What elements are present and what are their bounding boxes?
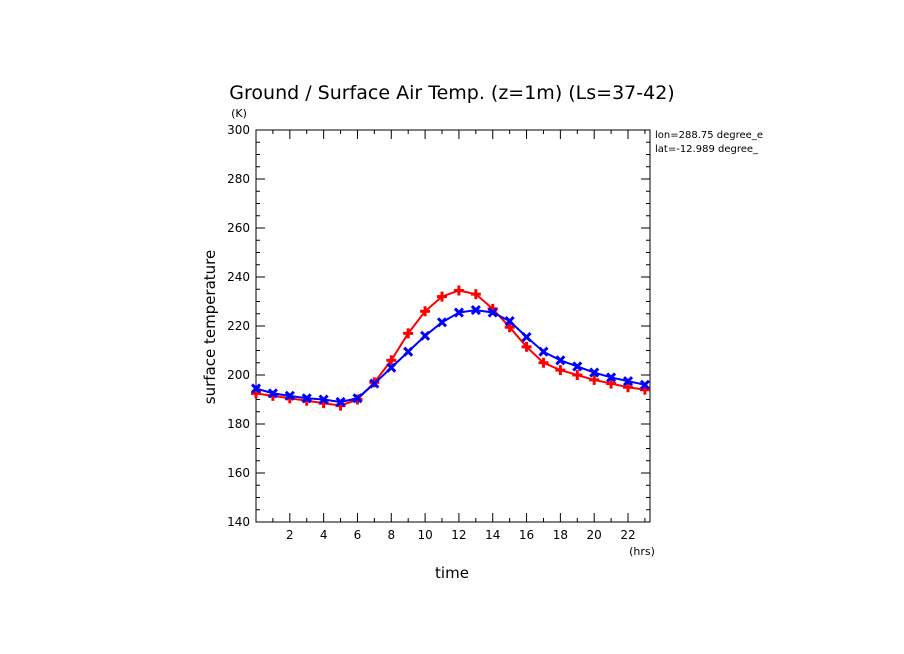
data-point	[589, 374, 600, 385]
y-tick-label: 140	[227, 515, 250, 529]
data-point	[420, 306, 431, 317]
data-point	[555, 365, 566, 376]
y-axis-label: surface temperature	[201, 250, 219, 405]
x-tick-label: 22	[620, 528, 635, 542]
data-point	[352, 393, 363, 404]
x-tick-label: 12	[451, 528, 466, 542]
x-tick-label: 10	[417, 528, 432, 542]
data-point	[420, 330, 431, 341]
data-point	[606, 378, 617, 389]
data-point	[436, 317, 448, 328]
x-tick-label: 18	[553, 528, 568, 542]
x-tick-label: 6	[354, 528, 362, 542]
data-point	[555, 355, 566, 366]
y-axis: 140 160 180 200 220 240 260 280 300	[227, 123, 650, 529]
y-tick-label: 160	[227, 466, 250, 480]
data-point	[606, 372, 617, 383]
y-tick-label: 280	[227, 172, 250, 186]
data-point	[453, 307, 464, 318]
lat-annotation: lat=-12.989 degree_	[655, 144, 759, 155]
data-point	[267, 388, 278, 399]
y-axis-unit: (K)	[231, 107, 247, 120]
x-tick-label: 8	[387, 528, 395, 542]
data-point	[369, 378, 380, 389]
data-point	[504, 322, 515, 333]
data-point	[453, 285, 464, 296]
data-point	[403, 328, 414, 339]
series-line-0	[255, 289, 646, 407]
data-point	[538, 357, 549, 368]
data-point	[284, 390, 295, 401]
data-point	[589, 367, 600, 378]
data-point	[301, 393, 312, 404]
data-point	[521, 341, 532, 352]
x-tick-label: 16	[519, 528, 534, 542]
plot-frame	[255, 129, 651, 523]
data-point	[386, 355, 397, 366]
series-group	[250, 285, 650, 411]
y-tick-label: 240	[227, 270, 250, 284]
data-point	[572, 361, 583, 372]
data-point	[318, 394, 329, 405]
data-point	[335, 396, 346, 408]
data-point	[622, 376, 634, 387]
x-tick-label: 14	[485, 528, 500, 542]
x-axis-label: time	[435, 564, 469, 582]
data-point	[487, 307, 498, 318]
lon-annotation: lon=288.75 degree_e	[655, 130, 763, 141]
data-point	[639, 379, 650, 390]
data-point	[250, 383, 262, 394]
data-point	[538, 346, 549, 357]
x-tick-label: 20	[587, 528, 602, 542]
data-point	[470, 289, 481, 300]
y-tick-label: 300	[227, 123, 250, 137]
data-point	[403, 346, 414, 357]
y-tick-label: 260	[227, 221, 250, 235]
y-tick-label: 220	[227, 319, 250, 333]
data-point	[521, 331, 532, 343]
x-axis-unit: (hrs)	[629, 545, 655, 558]
chart-title: Ground / Surface Air Temp. (z=1m) (Ls=37…	[229, 82, 674, 104]
data-point	[437, 291, 448, 302]
x-tick-label: 2	[286, 528, 294, 542]
x-axis: 2 4 6 8 10 12 14 16 18 20 22	[272, 130, 646, 542]
data-point	[623, 382, 634, 393]
y-tick-label: 180	[227, 417, 250, 431]
data-point	[572, 370, 583, 380]
data-point	[504, 316, 515, 327]
data-point	[386, 362, 397, 373]
data-point	[470, 305, 481, 316]
x-tick-label: 4	[320, 528, 328, 542]
series-line-1	[255, 309, 646, 403]
y-tick-label: 200	[227, 368, 250, 382]
